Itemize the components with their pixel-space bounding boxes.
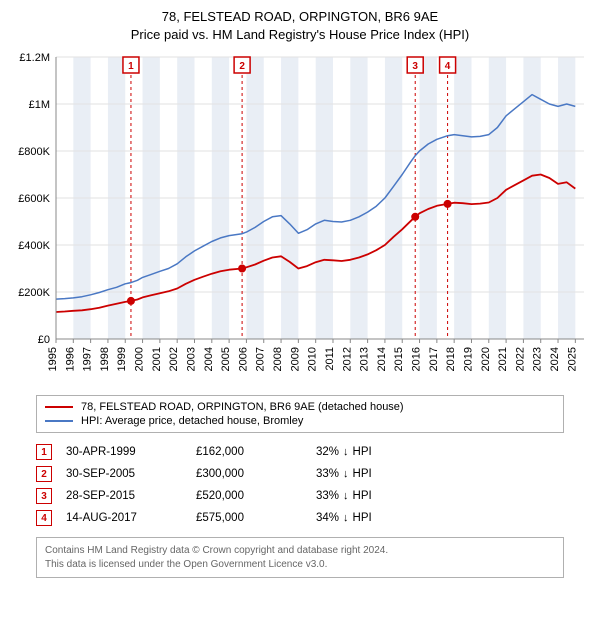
svg-text:£1.2M: £1.2M	[19, 52, 50, 64]
tx-date: 14-AUG-2017	[66, 512, 196, 524]
tx-marker-icon: 2	[36, 466, 52, 482]
tx-price: £162,000	[196, 446, 316, 458]
svg-text:2025: 2025	[566, 347, 578, 371]
transactions-table: 1 30-APR-1999 £162,000 32% ↓ HPI 2 30-SE…	[36, 441, 564, 529]
tx-marker-icon: 3	[36, 488, 52, 504]
title-subtitle: Price paid vs. HM Land Registry's House …	[8, 26, 592, 44]
svg-text:2005: 2005	[220, 347, 232, 371]
svg-text:2016: 2016	[411, 347, 423, 371]
arrow-down-icon: ↓	[343, 468, 349, 480]
arrow-down-icon: ↓	[343, 512, 349, 524]
tx-pct: 32% ↓ HPI	[316, 446, 436, 458]
tx-price: £575,000	[196, 512, 316, 524]
svg-text:2012: 2012	[341, 347, 353, 371]
svg-text:2001: 2001	[151, 347, 163, 371]
svg-text:£800K: £800K	[18, 146, 50, 158]
svg-text:2019: 2019	[462, 347, 474, 371]
footer-line: This data is licensed under the Open Gov…	[45, 558, 555, 572]
legend-row-hpi: HPI: Average price, detached house, Brom…	[45, 414, 555, 428]
svg-text:£400K: £400K	[18, 240, 50, 252]
legend-box: 78, FELSTEAD ROAD, ORPINGTON, BR6 9AE (d…	[36, 395, 564, 433]
svg-text:2006: 2006	[237, 347, 249, 371]
tx-price: £300,000	[196, 468, 316, 480]
svg-text:2: 2	[239, 61, 245, 72]
svg-text:2004: 2004	[203, 347, 215, 371]
tx-pct: 33% ↓ HPI	[316, 468, 436, 480]
svg-text:2015: 2015	[393, 347, 405, 371]
svg-text:2008: 2008	[272, 347, 284, 371]
svg-text:£200K: £200K	[18, 287, 50, 299]
footer-line: Contains HM Land Registry data © Crown c…	[45, 544, 555, 558]
svg-text:4: 4	[445, 61, 451, 72]
svg-text:3: 3	[412, 61, 418, 72]
tx-marker-icon: 4	[36, 510, 52, 526]
svg-text:2013: 2013	[359, 347, 371, 371]
tx-price: £520,000	[196, 490, 316, 502]
svg-text:2014: 2014	[376, 347, 388, 371]
table-row: 4 14-AUG-2017 £575,000 34% ↓ HPI	[36, 507, 564, 529]
arrow-down-icon: ↓	[343, 446, 349, 458]
svg-text:2024: 2024	[549, 347, 561, 371]
svg-text:2000: 2000	[134, 347, 146, 371]
tx-date: 30-APR-1999	[66, 446, 196, 458]
price-chart: £0 £200K £400K £600K £800K £1M £1.2M 1 2 3 4 1995 19…	[8, 49, 592, 389]
svg-text:2023: 2023	[532, 347, 544, 371]
svg-text:2018: 2018	[445, 347, 457, 371]
legend-label: HPI: Average price, detached house, Brom…	[81, 415, 303, 427]
title-block: 78, FELSTEAD ROAD, ORPINGTON, BR6 9AE Pr…	[8, 8, 592, 43]
tx-date: 30-SEP-2005	[66, 468, 196, 480]
svg-text:2010: 2010	[307, 347, 319, 371]
legend-row-property: 78, FELSTEAD ROAD, ORPINGTON, BR6 9AE (d…	[45, 400, 555, 414]
svg-text:2020: 2020	[480, 347, 492, 371]
svg-text:1995: 1995	[47, 347, 59, 371]
tx-pct: 33% ↓ HPI	[316, 490, 436, 502]
chart-svg: £0 £200K £400K £600K £800K £1M £1.2M 1 2 3 4 1995 19…	[8, 49, 592, 389]
svg-text:2009: 2009	[289, 347, 301, 371]
legend-swatch	[45, 406, 73, 408]
tx-marker-icon: 1	[36, 444, 52, 460]
svg-text:1: 1	[128, 61, 134, 72]
svg-text:2003: 2003	[185, 347, 197, 371]
svg-text:2022: 2022	[514, 347, 526, 371]
svg-text:£1M: £1M	[29, 99, 50, 111]
svg-text:£600K: £600K	[18, 193, 50, 205]
svg-text:2017: 2017	[428, 347, 440, 371]
tx-pct: 34% ↓ HPI	[316, 512, 436, 524]
svg-text:£0: £0	[38, 334, 50, 346]
tx-date: 28-SEP-2015	[66, 490, 196, 502]
svg-text:2011: 2011	[324, 347, 336, 371]
title-address: 78, FELSTEAD ROAD, ORPINGTON, BR6 9AE	[8, 8, 592, 26]
table-row: 1 30-APR-1999 £162,000 32% ↓ HPI	[36, 441, 564, 463]
svg-text:1996: 1996	[64, 347, 76, 371]
attribution-footer: Contains HM Land Registry data © Crown c…	[36, 537, 564, 578]
arrow-down-icon: ↓	[343, 490, 349, 502]
svg-text:2002: 2002	[168, 347, 180, 371]
legend-label: 78, FELSTEAD ROAD, ORPINGTON, BR6 9AE (d…	[81, 401, 404, 413]
svg-text:1998: 1998	[99, 347, 111, 371]
svg-text:1997: 1997	[82, 347, 94, 371]
svg-text:2007: 2007	[255, 347, 267, 371]
legend-swatch	[45, 420, 73, 422]
table-row: 2 30-SEP-2005 £300,000 33% ↓ HPI	[36, 463, 564, 485]
table-row: 3 28-SEP-2015 £520,000 33% ↓ HPI	[36, 485, 564, 507]
svg-text:1999: 1999	[116, 347, 128, 371]
svg-text:2021: 2021	[497, 347, 509, 371]
